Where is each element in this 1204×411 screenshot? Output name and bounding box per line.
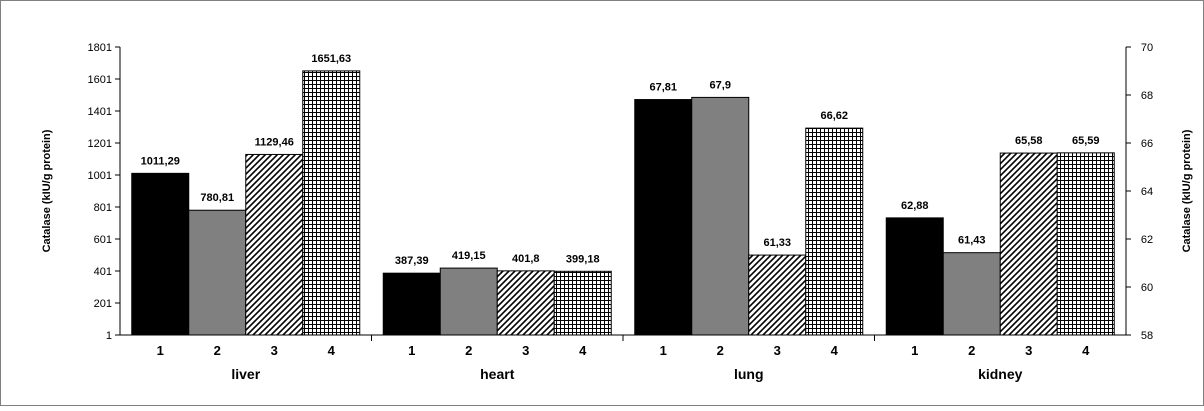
bar-lung-1	[634, 99, 693, 336]
bar-value-label: 401,8	[512, 253, 540, 265]
x-subcategory-label: 3	[774, 343, 781, 358]
x-subcategory-label: 2	[214, 343, 221, 358]
x-subcategory-label: 1	[408, 343, 415, 358]
x-subcategory-label: 4	[831, 343, 839, 358]
bar-value-label: 1011,29	[141, 155, 180, 167]
bar-liver-4	[302, 70, 361, 336]
x-subcategory-label: 1	[157, 343, 164, 358]
bar-value-label: 61,43	[958, 235, 986, 247]
bar-heart-4	[553, 270, 612, 336]
bar-value-label: 419,15	[452, 250, 486, 262]
bar-heart-2	[439, 267, 498, 336]
x-subcategory-label: 4	[1082, 343, 1090, 358]
right-y-tick-label: 64	[1141, 186, 1153, 198]
x-subcategory-label: 1	[660, 343, 667, 358]
right-y-axis-title: Catalase (kIU/g protein)	[1181, 129, 1193, 252]
left-y-tick-label: 201	[94, 298, 112, 310]
right-y-tick-label: 62	[1141, 234, 1153, 246]
right-y-tick-label: 68	[1141, 90, 1153, 102]
left-y-tick-label: 1801	[88, 42, 112, 54]
bar-value-label: 1651,63	[311, 53, 351, 65]
bar-value-label: 387,39	[395, 255, 429, 267]
bar-kidney-4	[1056, 152, 1115, 336]
left-y-tick-label: 601	[94, 234, 112, 246]
right-y-tick-label: 58	[1141, 330, 1153, 342]
x-subcategory-label: 3	[1025, 343, 1032, 358]
x-group-label: lung	[734, 366, 764, 382]
bar-value-label: 780,81	[200, 192, 234, 204]
x-subcategory-label: 3	[522, 343, 529, 358]
bar-lung-2	[691, 96, 750, 336]
bar-value-label: 65,58	[1015, 135, 1043, 147]
bar-kidney-1	[885, 217, 944, 336]
x-subcategory-label: 4	[579, 343, 587, 358]
bar-lung-3	[748, 254, 807, 336]
bar-value-label: 1129,46	[255, 136, 294, 148]
bar-heart-3	[496, 270, 555, 336]
left-y-tick-label: 801	[94, 202, 112, 214]
left-y-axis-title: Catalase (kIU/g protein)	[41, 129, 53, 252]
left-y-tick-label: 1001	[88, 170, 112, 182]
bar-heart-1	[382, 272, 441, 336]
x-subcategory-label: 2	[717, 343, 724, 358]
x-group-label: kidney	[978, 366, 1023, 382]
right-y-tick-label: 70	[1141, 42, 1153, 54]
left-y-tick-label: 401	[94, 266, 112, 278]
left-y-tick-label: 1401	[88, 106, 112, 118]
x-subcategory-label: 2	[968, 343, 975, 358]
right-y-tick-label: 66	[1141, 138, 1153, 150]
x-subcategory-label: 1	[911, 343, 918, 358]
left-y-tick-label: 1601	[88, 74, 112, 86]
x-subcategory-label: 3	[271, 343, 278, 358]
bar-value-label: 399,18	[566, 253, 600, 265]
left-y-tick-label: 1201	[88, 138, 112, 150]
x-subcategory-label: 4	[328, 343, 336, 358]
bar-value-label: 61,33	[763, 237, 791, 249]
bar-lung-4	[805, 127, 864, 336]
x-subcategory-label: 2	[465, 343, 472, 358]
bar-value-label: 62,88	[901, 200, 929, 212]
bar-kidney-3	[999, 152, 1058, 336]
bar-liver-2	[188, 209, 247, 336]
right-y-tick-label: 60	[1141, 282, 1153, 294]
bar-value-label: 67,9	[710, 79, 731, 91]
left-y-tick-label: 1	[106, 330, 112, 342]
bar-kidney-2	[942, 252, 1001, 336]
bar-liver-3	[245, 153, 304, 336]
bar-value-label: 67,81	[649, 82, 677, 94]
bar-liver-1	[131, 172, 190, 336]
x-group-label: heart	[480, 366, 515, 382]
bar-value-label: 65,59	[1072, 135, 1100, 147]
bar-value-label: 66,62	[820, 110, 848, 122]
x-group-label: liver	[231, 366, 260, 382]
